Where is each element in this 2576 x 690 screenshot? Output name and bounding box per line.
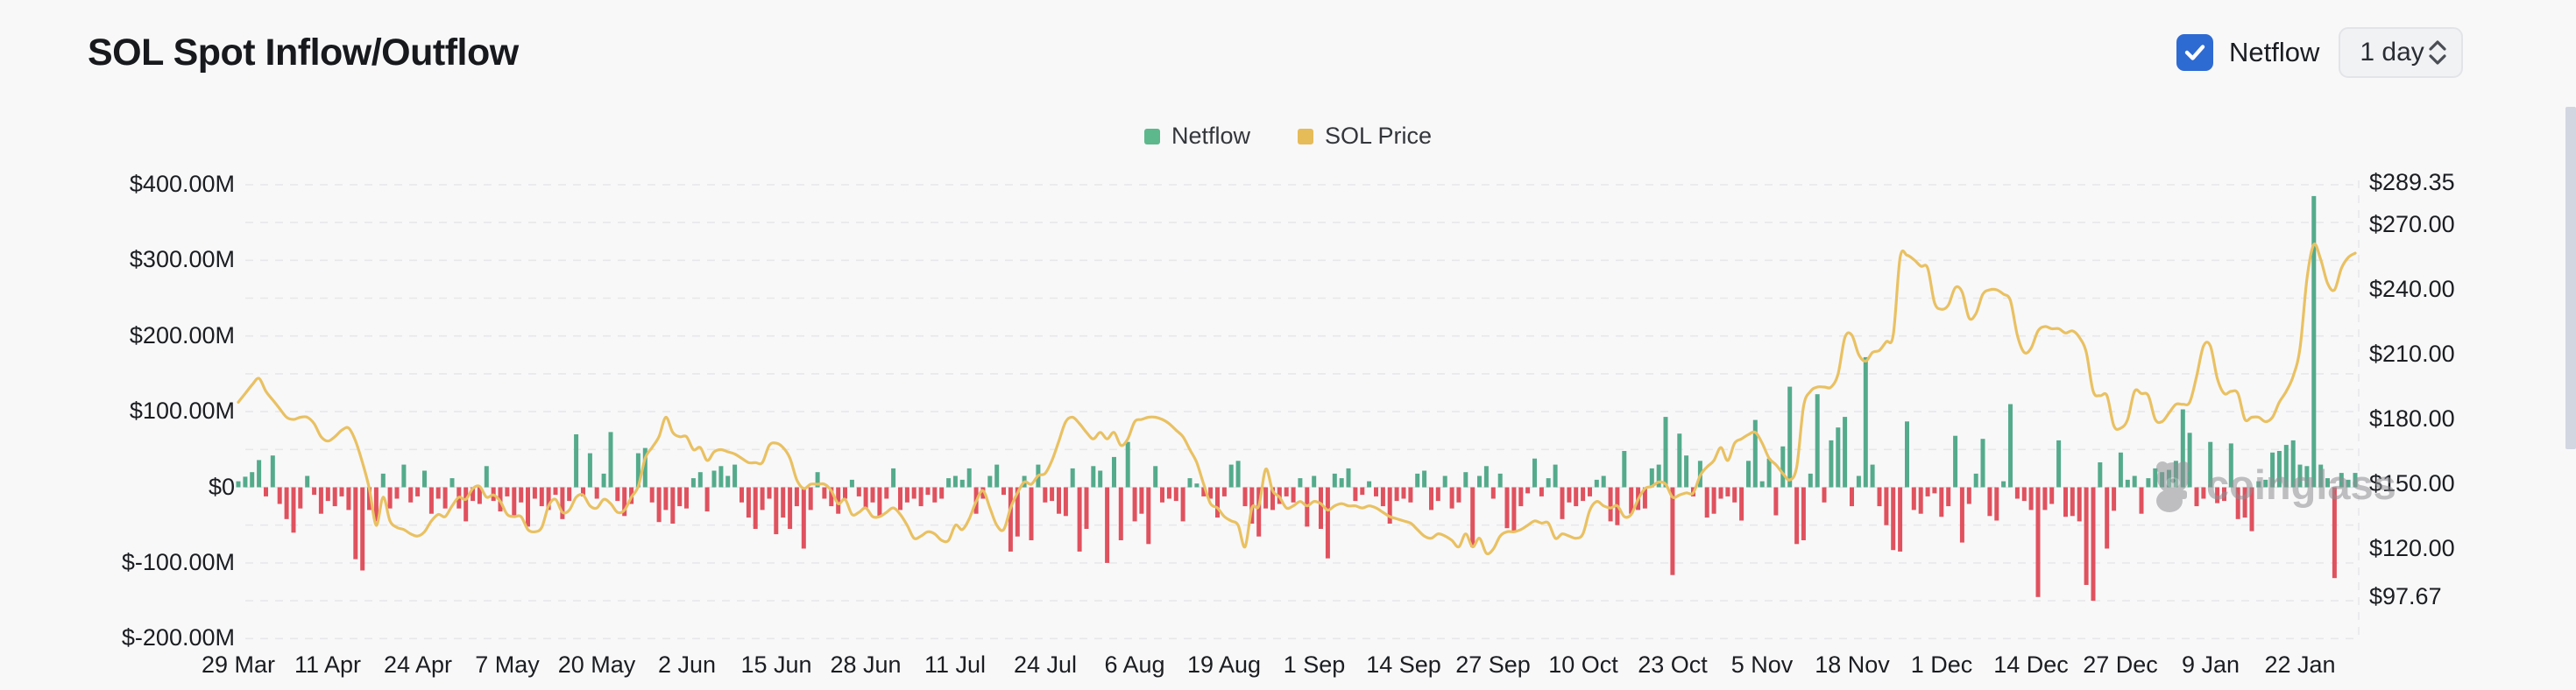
x-axis-tick: 23 Oct	[1638, 651, 1708, 678]
x-axis-tick: 19 Aug	[1186, 651, 1262, 678]
x-axis-tick: 14 Dec	[1993, 651, 2069, 678]
netflow-checkbox-label[interactable]: Netflow	[2229, 37, 2320, 67]
right-axis-tick: $270.00	[2369, 211, 2455, 237]
sol-price-line	[237, 242, 2357, 556]
legend-item-sol-price[interactable]: SOL Price	[1297, 123, 1433, 150]
x-axis-tick: 2 Jun	[657, 651, 717, 678]
left-axis-tick: $0	[208, 473, 235, 500]
left-axis-tick: $200.00M	[129, 321, 235, 349]
left-axis-tick: $300.00M	[129, 246, 235, 273]
x-axis-tick: 10 Oct	[1548, 651, 1618, 678]
x-axis-tick: 20 May	[557, 651, 636, 678]
x-axis-tick: 27 Dec	[2083, 651, 2158, 678]
left-axis-tick: $100.00M	[129, 398, 235, 425]
page-title: SOL Spot Inflow/Outflow	[88, 32, 519, 74]
right-axis-tick: $120.00	[2369, 535, 2455, 561]
x-axis-tick: 14 Sep	[1366, 651, 1441, 678]
netflow-bars[interactable]	[236, 195, 2358, 602]
x-axis-tick: 22 Jan	[2264, 651, 2336, 678]
netflow-checkbox[interactable]	[2176, 34, 2213, 71]
left-axis-tick: $400.00M	[129, 170, 235, 197]
x-axis-tick: 5 Nov	[1730, 651, 1794, 678]
legend-item-netflow[interactable]: Netflow	[1143, 123, 1250, 150]
interval-selected-value: 1 day	[2360, 38, 2424, 67]
legend-label-sol-price: SOL Price	[1324, 123, 1433, 149]
x-axis-tick: 15 Jun	[740, 651, 812, 678]
vertical-scrollbar-thumb[interactable]	[2565, 107, 2576, 449]
sol-price-swatch-icon	[1297, 128, 1313, 144]
x-axis-tick: 6 Aug	[1104, 651, 1165, 678]
chart-controls: Netflow 1 day	[2176, 26, 2464, 79]
x-axis-tick: 24 Apr	[383, 651, 453, 678]
left-axis-tick: $-200.00M	[121, 624, 235, 651]
x-axis-tick: 1 Sep	[1283, 651, 1346, 678]
right-axis-tick: $180.00	[2369, 405, 2455, 432]
right-axis-tick: $289.35	[2369, 169, 2455, 196]
interval-select[interactable]: 1 day	[2339, 27, 2464, 78]
right-axis-tick: $97.67	[2369, 583, 2442, 610]
x-axis-tick: 27 Sep	[1455, 651, 1531, 678]
x-axis-tick: 1 Dec	[1910, 651, 1973, 678]
netflow-swatch-icon	[1143, 128, 1160, 144]
x-axis-tick: 24 Jul	[1013, 651, 1078, 678]
chevron-up-down-icon	[2428, 40, 2447, 65]
checkmark-icon	[2184, 45, 2205, 60]
right-axis-tick: $210.00	[2369, 341, 2455, 367]
x-axis-tick: 11 Apr	[294, 651, 362, 678]
right-axis-tick: $150.00	[2369, 470, 2455, 496]
left-axis-tick: $-100.00M	[121, 548, 235, 575]
legend-label-netflow: Netflow	[1171, 123, 1250, 149]
x-axis-tick: 28 Jun	[830, 651, 902, 678]
x-axis-tick: 9 Jan	[2181, 651, 2240, 678]
legend: Netflow SOL Price	[0, 123, 2576, 150]
x-axis-tick: 11 Jul	[924, 651, 987, 678]
x-axis-tick: 18 Nov	[1815, 651, 1890, 678]
x-axis-tick: 7 May	[475, 651, 540, 678]
x-axis-tick: 29 Mar	[201, 651, 276, 678]
right-axis-tick: $240.00	[2369, 276, 2455, 302]
